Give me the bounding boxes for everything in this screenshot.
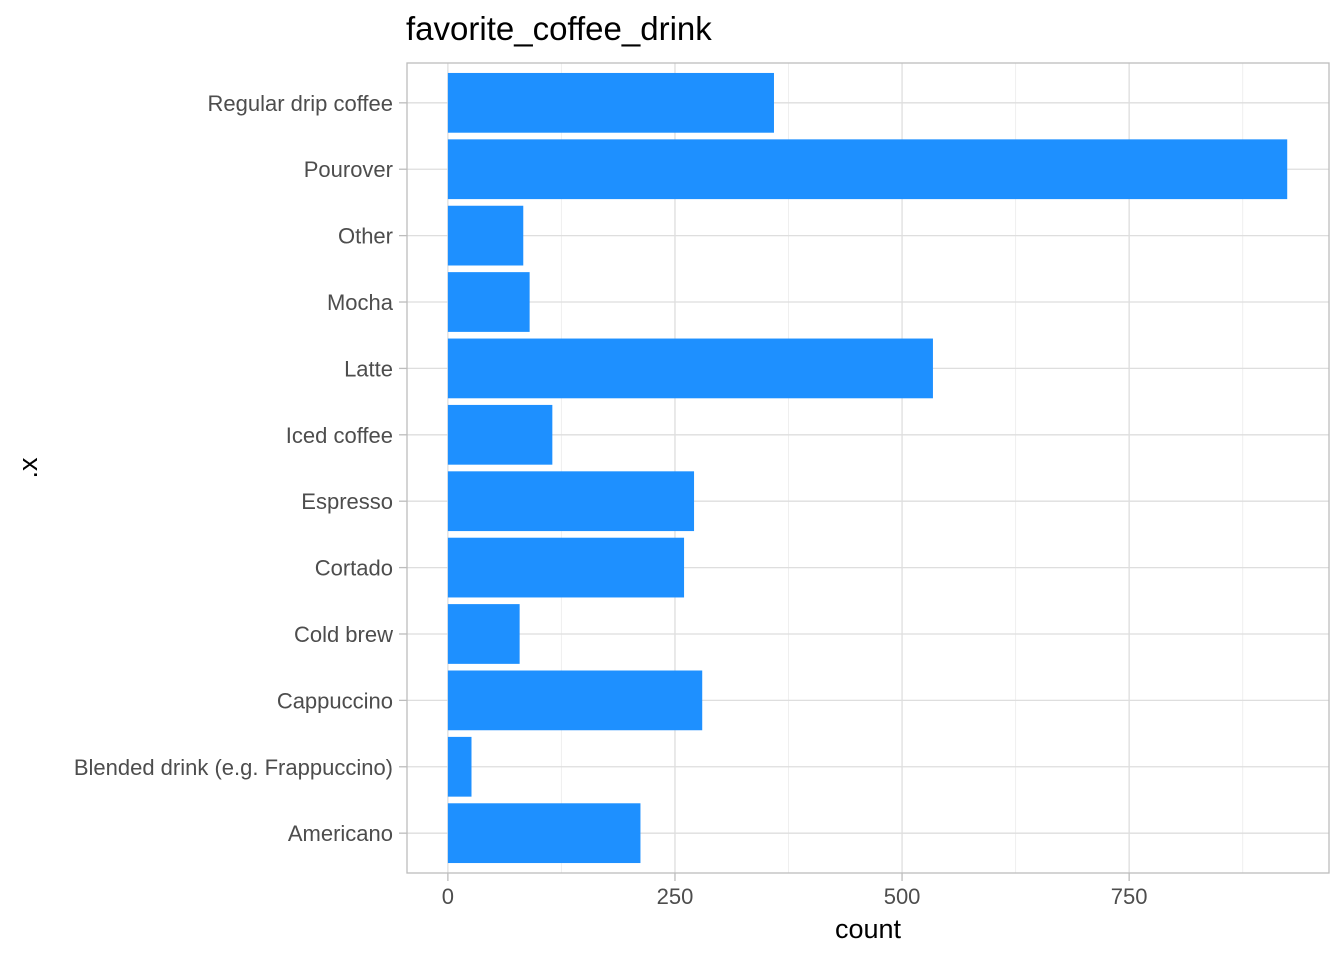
y-tick-label: Cappuccino	[277, 688, 393, 713]
x-tick-label: 500	[884, 884, 921, 909]
bar-other	[447, 205, 524, 266]
x-tick-label: 250	[657, 884, 694, 909]
bar-cappuccino	[447, 670, 703, 731]
bar-pourover	[447, 139, 1288, 200]
y-tick-label: Blended drink (e.g. Frappuccino)	[74, 755, 393, 780]
y-tick-label: Americano	[288, 821, 393, 846]
y-tick-label: Pourover	[304, 157, 393, 182]
panel-border-layer	[406, 62, 1330, 874]
y-tick-label: Mocha	[327, 290, 394, 315]
bar-blended-drink-e-g-frappuccino	[447, 736, 472, 797]
bar-espresso	[447, 471, 695, 532]
y-tick-label: Cortado	[315, 556, 393, 581]
x-axis-title: count	[835, 914, 902, 944]
bar-iced-coffee	[447, 404, 553, 465]
bar-regular-drip-coffee	[447, 72, 774, 133]
x-tick-label: 0	[442, 884, 454, 909]
chart-title: favorite_coffee_drink	[406, 10, 712, 47]
ticks-layer: Americano Blended drink (e.g. Frappuccino…	[74, 91, 1148, 909]
x-tick-label: 750	[1111, 884, 1148, 909]
y-tick-label: Other	[338, 224, 393, 249]
y-tick-label: Latte	[344, 356, 393, 381]
bar-mocha	[447, 272, 530, 332]
y-tick-label: Espresso	[301, 489, 393, 514]
y-tick-label: Regular drip coffee	[208, 91, 394, 116]
y-axis-title: .x	[13, 457, 43, 479]
bar-cortado	[447, 537, 685, 598]
y-tick-label: Iced coffee	[286, 423, 393, 448]
bar-americano	[447, 803, 641, 864]
bars-layer	[447, 72, 1288, 864]
panel-border	[406, 62, 1330, 874]
bar-latte	[447, 338, 933, 399]
bar-cold-brew	[447, 604, 520, 664]
y-tick-label: Cold brew	[294, 622, 393, 647]
